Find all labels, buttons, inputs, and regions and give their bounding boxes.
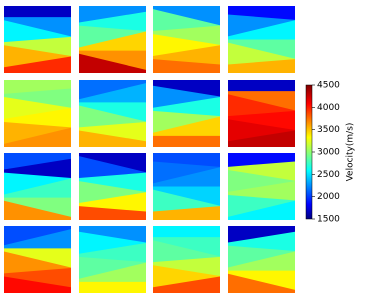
velocity-layer [153, 59, 220, 73]
velocity-layer [153, 135, 220, 147]
velocity-layer [4, 276, 71, 293]
velocity-layer [153, 276, 220, 293]
colorbar-tick-label: 1500 [317, 215, 340, 225]
colorbar-tick-label: 2500 [317, 170, 340, 180]
velocity-layer [228, 130, 295, 147]
colorbar-tick-label: 4500 [317, 81, 340, 91]
velocity-layer [79, 130, 146, 147]
velocity-layer [4, 127, 71, 147]
colorbar-label: Velocity(m/s) [346, 123, 356, 182]
colorbar-tick-label: 2000 [317, 192, 340, 202]
velocity-layer [153, 206, 220, 220]
velocity-layer [4, 56, 71, 73]
velocity-layer [228, 200, 295, 220]
colorbar-tick-label: 3500 [317, 125, 340, 135]
velocity-layer [79, 281, 146, 293]
colorbar [305, 84, 313, 220]
velocity-layer [79, 53, 146, 73]
velocity-layer [228, 59, 295, 73]
velocity-layer [79, 206, 146, 220]
colorbar-tick-label: 4000 [317, 103, 340, 113]
colorbar-tick-label: 3000 [317, 148, 340, 158]
velocity-layer [228, 273, 295, 293]
velocity-layer [4, 200, 71, 220]
